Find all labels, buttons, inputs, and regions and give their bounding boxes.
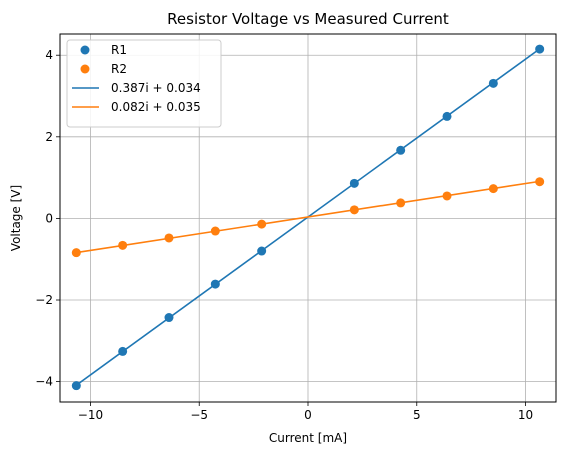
data-point bbox=[71, 248, 81, 258]
data-point bbox=[118, 346, 128, 356]
legend-label: 0.387i + 0.034 bbox=[111, 81, 201, 95]
legend-label: R2 bbox=[111, 62, 127, 76]
chart-title: Resistor Voltage vs Measured Current bbox=[167, 10, 449, 28]
data-point bbox=[210, 279, 220, 289]
legend-label: R1 bbox=[111, 43, 127, 57]
y-tick-label: 4 bbox=[45, 48, 53, 62]
axis-ticks: −10 −5 0 5 10 −4 −2 0 2 4 bbox=[35, 48, 533, 422]
data-point bbox=[71, 381, 81, 391]
legend-box bbox=[66, 39, 222, 128]
x-axis-label: Current [mA] bbox=[269, 431, 347, 445]
fit-line bbox=[76, 180, 540, 254]
y-tick-label: 2 bbox=[45, 130, 53, 144]
x-tick-label: −10 bbox=[78, 408, 103, 422]
data-point bbox=[442, 111, 452, 121]
data-point bbox=[535, 177, 545, 187]
y-tick-label: 0 bbox=[45, 211, 53, 225]
data-point bbox=[349, 178, 359, 188]
legend-marker bbox=[80, 64, 90, 74]
legend: R1 R2 0.387i + 0.034 0.082i + 0.035 bbox=[66, 39, 222, 128]
data-point bbox=[488, 184, 498, 194]
y-tick-label: −4 bbox=[35, 375, 53, 389]
data-point bbox=[349, 205, 359, 215]
data-point bbox=[257, 246, 267, 256]
data-point bbox=[535, 44, 545, 54]
data-point bbox=[118, 240, 128, 250]
data-point bbox=[164, 233, 174, 243]
data-point bbox=[257, 219, 267, 229]
x-tick-label: 10 bbox=[518, 408, 533, 422]
data-point bbox=[396, 198, 406, 208]
x-tick-label: −5 bbox=[190, 408, 208, 422]
data-point bbox=[442, 191, 452, 201]
y-tick-label: −2 bbox=[35, 293, 53, 307]
plot-series bbox=[71, 44, 545, 391]
data-point bbox=[164, 313, 174, 323]
x-tick-label: 0 bbox=[304, 408, 312, 422]
data-point bbox=[210, 226, 220, 236]
legend-marker bbox=[80, 45, 90, 55]
x-tick-label: 5 bbox=[413, 408, 421, 422]
y-axis-label: Voltage [V] bbox=[9, 185, 23, 251]
data-point bbox=[396, 145, 406, 155]
legend-label: 0.082i + 0.035 bbox=[111, 100, 201, 114]
data-point bbox=[488, 78, 498, 88]
